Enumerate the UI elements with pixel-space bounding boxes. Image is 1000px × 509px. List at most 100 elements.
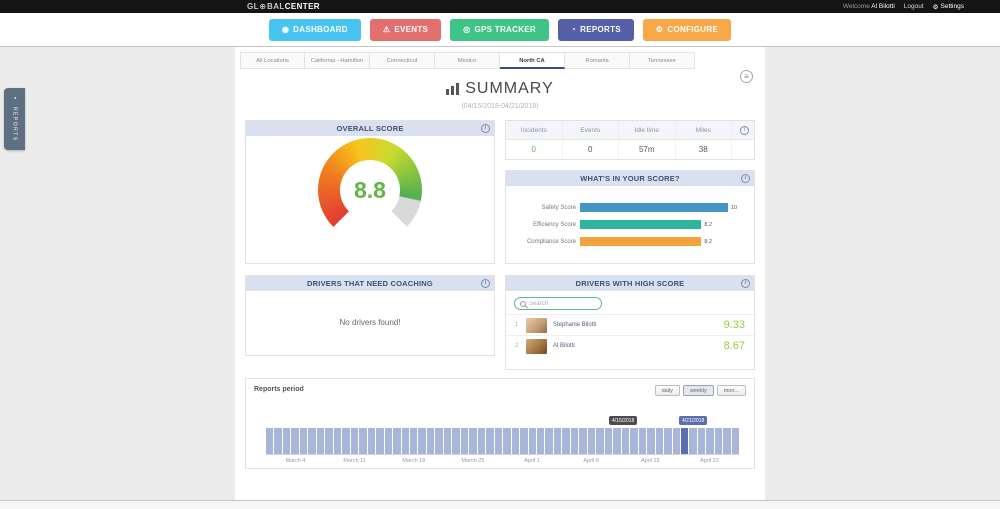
driver-row[interactable]: 2 Al Bilotti 8.67 bbox=[506, 335, 754, 356]
timeline-bar[interactable] bbox=[460, 428, 469, 454]
timeline-bar[interactable] bbox=[494, 428, 503, 454]
configure-icon: ⚙ bbox=[655, 25, 664, 34]
timeline-bar[interactable] bbox=[376, 428, 384, 454]
daily-button[interactable]: daily bbox=[654, 385, 680, 396]
timeline-bar[interactable] bbox=[511, 428, 520, 454]
timeline-bar[interactable] bbox=[435, 428, 443, 454]
timeline-bar[interactable] bbox=[443, 428, 452, 454]
timeline-bar[interactable] bbox=[282, 428, 291, 454]
timeline-axis: March 4 March 11 March 18 March 25 April… bbox=[266, 458, 739, 464]
timeline-bar[interactable] bbox=[537, 428, 545, 454]
timeline-bar[interactable] bbox=[274, 428, 282, 454]
coaching-panel: DRIVERS THAT NEED COACHING i No drivers … bbox=[245, 275, 495, 356]
timeline-bar[interactable] bbox=[299, 428, 308, 454]
summary-chart-icon bbox=[446, 83, 460, 95]
timeline-bar[interactable] bbox=[545, 428, 553, 454]
safety-score-bar bbox=[580, 203, 728, 212]
info-icon[interactable]: i bbox=[481, 124, 490, 133]
timeline-bar[interactable] bbox=[367, 428, 376, 454]
timeline-bar[interactable] bbox=[503, 428, 511, 454]
tab-tennessee[interactable]: Tennessee bbox=[630, 52, 695, 69]
timeline-bar[interactable] bbox=[393, 428, 401, 454]
tab-all-locations[interactable]: All Locations bbox=[240, 52, 305, 69]
timeline-bar[interactable] bbox=[630, 428, 638, 454]
timeline-bar[interactable] bbox=[596, 428, 604, 454]
axis-label: March 11 bbox=[343, 458, 366, 464]
timeline-bar[interactable] bbox=[655, 428, 664, 454]
timeline-bar[interactable] bbox=[384, 428, 393, 454]
nav-reports-button[interactable]: ◔ REPORTS bbox=[557, 18, 634, 41]
nav-configure-button[interactable]: ⚙ CONFIGURE bbox=[642, 18, 732, 41]
info-icon[interactable]: i bbox=[481, 279, 490, 288]
timeline-bar[interactable] bbox=[664, 428, 672, 454]
timeline-bar[interactable] bbox=[647, 428, 655, 454]
timeline-bar[interactable] bbox=[706, 428, 714, 454]
timeline-bar[interactable] bbox=[731, 428, 740, 454]
timeline-bar[interactable] bbox=[714, 428, 723, 454]
timeline-bar[interactable] bbox=[401, 428, 409, 454]
logout-link[interactable]: Logout bbox=[903, 3, 924, 10]
settings-icon: ⚙ bbox=[932, 3, 939, 11]
nav-gps-tracker-button[interactable]: ◎ GPS TRACKER bbox=[450, 18, 549, 41]
timeline-bar[interactable] bbox=[520, 428, 528, 454]
timeline-bar[interactable] bbox=[469, 428, 477, 454]
timeline-bar[interactable] bbox=[333, 428, 342, 454]
timeline-bar[interactable] bbox=[477, 428, 486, 454]
reports-icon: ◔ bbox=[570, 25, 577, 34]
timeline-bar[interactable] bbox=[562, 428, 570, 454]
driver-name: Stephanie Bilotti bbox=[553, 322, 597, 328]
timeline-bar[interactable] bbox=[409, 428, 418, 454]
timeline-bar[interactable] bbox=[579, 428, 587, 454]
export-menu-icon[interactable]: ≡ bbox=[740, 70, 753, 83]
info-icon[interactable]: i bbox=[740, 126, 749, 135]
tab-north-ca[interactable]: North CA bbox=[500, 52, 565, 69]
weekly-button[interactable]: weekly bbox=[682, 385, 714, 396]
info-icon[interactable]: i bbox=[741, 174, 750, 183]
timeline-bar[interactable] bbox=[689, 428, 697, 454]
tab-connecticut[interactable]: Connecticut bbox=[370, 52, 435, 69]
timeline-bar[interactable] bbox=[570, 428, 579, 454]
timeline-bar[interactable] bbox=[486, 428, 494, 454]
monthly-button[interactable]: mon... bbox=[716, 385, 746, 396]
driver-row[interactable]: 1 Stephanie Bilotti 9.33 bbox=[506, 314, 754, 335]
timeline-bar[interactable] bbox=[528, 428, 536, 454]
topbar: GL ⊕ BAL CENTER Welcome Al Bilotti Logou… bbox=[0, 0, 1000, 13]
timeline-bar[interactable] bbox=[604, 428, 613, 454]
search-input[interactable] bbox=[529, 300, 596, 307]
efficiency-score-row: Efficiency Score 8.2 bbox=[533, 220, 713, 229]
tab-romania[interactable]: Romania bbox=[565, 52, 630, 69]
score-gauge: 8.8 bbox=[318, 138, 422, 242]
nav-dashboard-button[interactable]: ◉ DASHBOARD bbox=[268, 18, 361, 41]
tab-mexico[interactable]: Mexico bbox=[435, 52, 500, 69]
timeline-bar[interactable] bbox=[621, 428, 630, 454]
app-logo[interactable]: GL ⊕ BAL CENTER bbox=[247, 0, 320, 13]
timeline-bar[interactable] bbox=[638, 428, 647, 454]
axis-label: April 8 bbox=[583, 458, 599, 464]
sidebar-reports-tab[interactable]: ◔ REPORTS bbox=[4, 88, 25, 150]
timeline-bar[interactable] bbox=[680, 428, 689, 454]
gps-icon: ◎ bbox=[463, 25, 471, 34]
logo-text: GL bbox=[247, 2, 259, 11]
timeline-bar[interactable] bbox=[418, 428, 426, 454]
settings-link[interactable]: ⚙ Settings bbox=[932, 3, 964, 11]
timeline-bar[interactable] bbox=[587, 428, 596, 454]
timeline-bar[interactable] bbox=[291, 428, 299, 454]
timeline-bar[interactable] bbox=[613, 428, 621, 454]
timeline-bar[interactable] bbox=[553, 428, 562, 454]
tab-california-hamilton[interactable]: California - Hamilton bbox=[305, 52, 370, 69]
timeline-bar[interactable] bbox=[350, 428, 359, 454]
timeline-bar[interactable] bbox=[723, 428, 731, 454]
timeline-bar[interactable] bbox=[342, 428, 350, 454]
timeline-bar[interactable] bbox=[266, 428, 274, 454]
timeline-bar[interactable] bbox=[426, 428, 435, 454]
timeline-bar[interactable] bbox=[316, 428, 325, 454]
timeline-bar[interactable] bbox=[672, 428, 680, 454]
timeline-bar[interactable] bbox=[359, 428, 367, 454]
timeline-bar[interactable] bbox=[452, 428, 460, 454]
timeline-bar[interactable] bbox=[308, 428, 316, 454]
nav-events-button[interactable]: ⚠ EVENTS bbox=[369, 18, 442, 41]
timeline-bar[interactable] bbox=[325, 428, 333, 454]
axis-label: April 15 bbox=[640, 458, 660, 464]
info-icon[interactable]: i bbox=[741, 279, 750, 288]
timeline-bar[interactable] bbox=[697, 428, 706, 454]
